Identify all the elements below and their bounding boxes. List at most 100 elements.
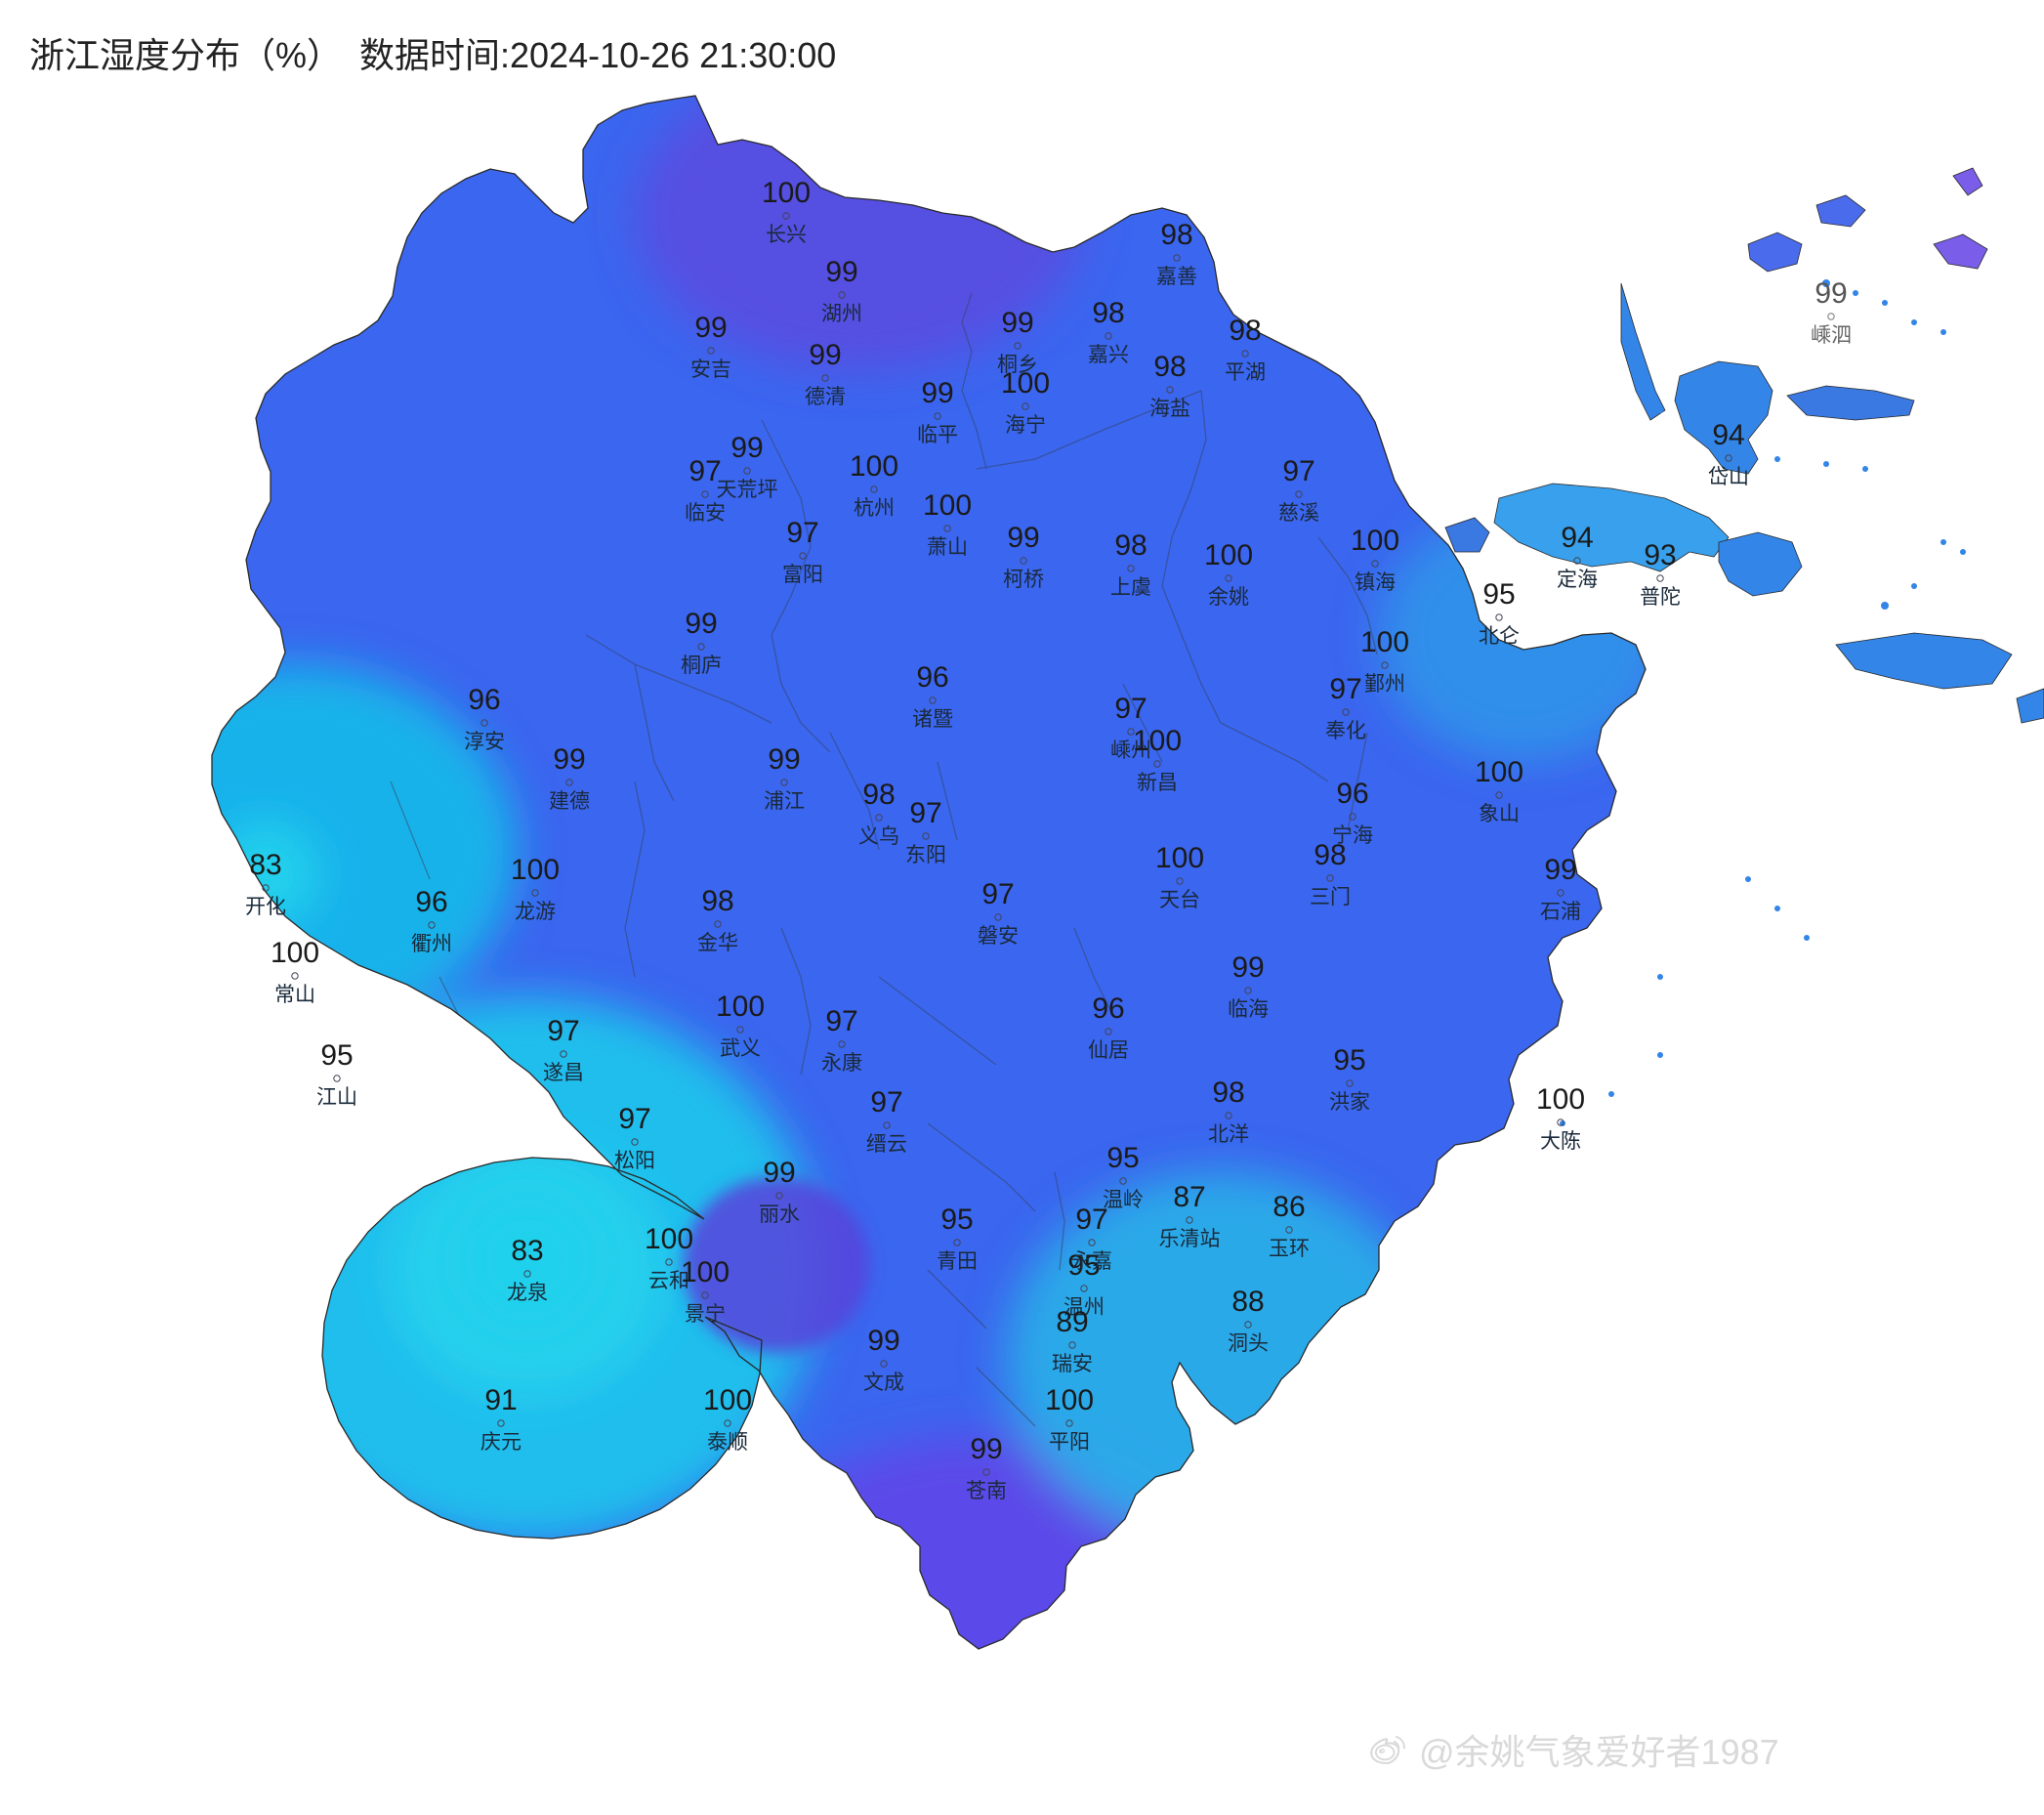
svg-text:97: 97 — [618, 1103, 650, 1135]
svg-text:97: 97 — [825, 1005, 857, 1037]
svg-text:岱山: 岱山 — [1708, 466, 1749, 488]
svg-text:100: 100 — [1351, 525, 1399, 557]
svg-text:96: 96 — [916, 661, 948, 694]
svg-text:97: 97 — [688, 455, 721, 487]
svg-text:96: 96 — [415, 886, 447, 918]
svg-text:99: 99 — [763, 1157, 795, 1189]
svg-text:海宁: 海宁 — [1005, 414, 1046, 437]
svg-text:大陈: 大陈 — [1540, 1130, 1581, 1153]
svg-text:景宁: 景宁 — [685, 1303, 726, 1326]
svg-text:87: 87 — [1173, 1181, 1205, 1213]
svg-text:平湖: 平湖 — [1225, 361, 1266, 384]
svg-text:96: 96 — [1092, 992, 1124, 1025]
svg-text:临平: 临平 — [917, 424, 958, 446]
svg-text:桐庐: 桐庐 — [681, 654, 722, 677]
svg-text:97: 97 — [1075, 1203, 1107, 1236]
svg-text:金华: 金华 — [697, 932, 738, 954]
svg-text:象山: 象山 — [1479, 803, 1520, 825]
svg-text:遂昌: 遂昌 — [543, 1062, 584, 1084]
svg-text:洞头: 洞头 — [1228, 1332, 1269, 1355]
svg-text:东阳: 东阳 — [905, 844, 946, 866]
svg-text:平阳: 平阳 — [1049, 1431, 1090, 1454]
svg-text:浦江: 浦江 — [764, 790, 805, 813]
svg-text:97: 97 — [1114, 693, 1147, 725]
svg-text:97: 97 — [786, 517, 818, 549]
svg-text:温岭: 温岭 — [1103, 1189, 1144, 1211]
svg-text:95: 95 — [1106, 1142, 1139, 1174]
svg-text:普陀: 普陀 — [1640, 586, 1681, 609]
svg-text:缙云: 缙云 — [866, 1133, 907, 1156]
svg-text:永康: 永康 — [821, 1052, 862, 1075]
svg-text:开化: 开化 — [245, 896, 286, 918]
svg-text:100: 100 — [1045, 1384, 1094, 1416]
svg-text:97: 97 — [547, 1015, 579, 1047]
svg-text:瑞安: 瑞安 — [1052, 1353, 1093, 1375]
svg-text:96: 96 — [1336, 778, 1368, 810]
svg-text:玉环: 玉环 — [1269, 1238, 1310, 1260]
svg-text:杭州: 杭州 — [854, 497, 895, 520]
svg-text:德清: 德清 — [805, 386, 846, 408]
svg-text:淳安: 淳安 — [464, 731, 505, 753]
svg-text:97: 97 — [981, 878, 1014, 910]
svg-text:余姚: 余姚 — [1208, 586, 1249, 609]
svg-text:龙游: 龙游 — [515, 901, 556, 923]
svg-text:98: 98 — [1153, 351, 1186, 383]
svg-text:100: 100 — [645, 1223, 693, 1255]
svg-text:100: 100 — [271, 937, 319, 969]
svg-text:94: 94 — [1561, 522, 1593, 554]
svg-text:泰顺: 泰顺 — [707, 1431, 748, 1454]
svg-text:长兴: 长兴 — [766, 224, 807, 246]
svg-text:新昌: 新昌 — [1137, 772, 1178, 794]
svg-text:100: 100 — [1204, 539, 1253, 571]
svg-text:100: 100 — [1155, 842, 1204, 874]
svg-text:洪家: 洪家 — [1329, 1091, 1370, 1114]
svg-text:97: 97 — [909, 797, 941, 829]
svg-text:镇海: 镇海 — [1355, 571, 1396, 594]
svg-text:100: 100 — [703, 1384, 752, 1416]
svg-text:建德: 建德 — [549, 790, 590, 813]
svg-text:鄞州: 鄞州 — [1364, 673, 1405, 696]
svg-text:91: 91 — [484, 1384, 517, 1416]
svg-text:嘉兴: 嘉兴 — [1088, 344, 1129, 366]
svg-text:98: 98 — [862, 779, 895, 811]
svg-text:三门: 三门 — [1310, 886, 1351, 908]
svg-text:98: 98 — [1092, 297, 1124, 329]
svg-text:99: 99 — [921, 377, 953, 409]
svg-text:诸暨: 诸暨 — [912, 708, 953, 731]
svg-text:仙居: 仙居 — [1088, 1039, 1129, 1062]
svg-text:99: 99 — [553, 743, 585, 776]
svg-text:文成: 文成 — [863, 1372, 904, 1394]
svg-text:96: 96 — [468, 684, 500, 716]
svg-text:99: 99 — [730, 432, 763, 464]
svg-text:99: 99 — [970, 1433, 1002, 1465]
svg-text:99: 99 — [685, 608, 717, 640]
svg-text:慈溪: 慈溪 — [1278, 502, 1319, 525]
svg-text:99: 99 — [809, 339, 841, 371]
svg-text:天荒坪: 天荒坪 — [717, 479, 778, 501]
svg-text:97: 97 — [870, 1086, 902, 1119]
svg-text:奉化: 奉化 — [1325, 720, 1366, 742]
svg-text:苍南: 苍南 — [966, 1480, 1007, 1502]
svg-text:98: 98 — [1160, 219, 1192, 251]
svg-text:磐安: 磐安 — [978, 925, 1019, 948]
svg-text:99: 99 — [768, 743, 800, 776]
svg-text:100: 100 — [850, 450, 898, 483]
svg-text:94: 94 — [1712, 419, 1744, 451]
svg-text:100: 100 — [1360, 626, 1409, 658]
svg-text:青田: 青田 — [937, 1250, 978, 1273]
svg-text:上虞: 上虞 — [1110, 576, 1151, 599]
svg-text:北仑: 北仑 — [1479, 625, 1520, 648]
svg-text:临海: 临海 — [1228, 998, 1269, 1021]
svg-text:安吉: 安吉 — [690, 359, 731, 381]
svg-text:嵊泗: 嵊泗 — [1811, 324, 1852, 347]
svg-text:89: 89 — [1056, 1306, 1088, 1338]
svg-text:庆元: 庆元 — [480, 1431, 521, 1454]
svg-text:100: 100 — [1475, 756, 1523, 788]
svg-text:义乌: 义乌 — [858, 825, 899, 848]
svg-text:95: 95 — [320, 1039, 353, 1072]
svg-text:100: 100 — [716, 991, 765, 1023]
svg-text:柯桥: 柯桥 — [1003, 569, 1044, 591]
svg-text:武义: 武义 — [720, 1037, 761, 1060]
svg-text:湖州: 湖州 — [821, 303, 862, 325]
svg-text:99: 99 — [825, 256, 857, 288]
